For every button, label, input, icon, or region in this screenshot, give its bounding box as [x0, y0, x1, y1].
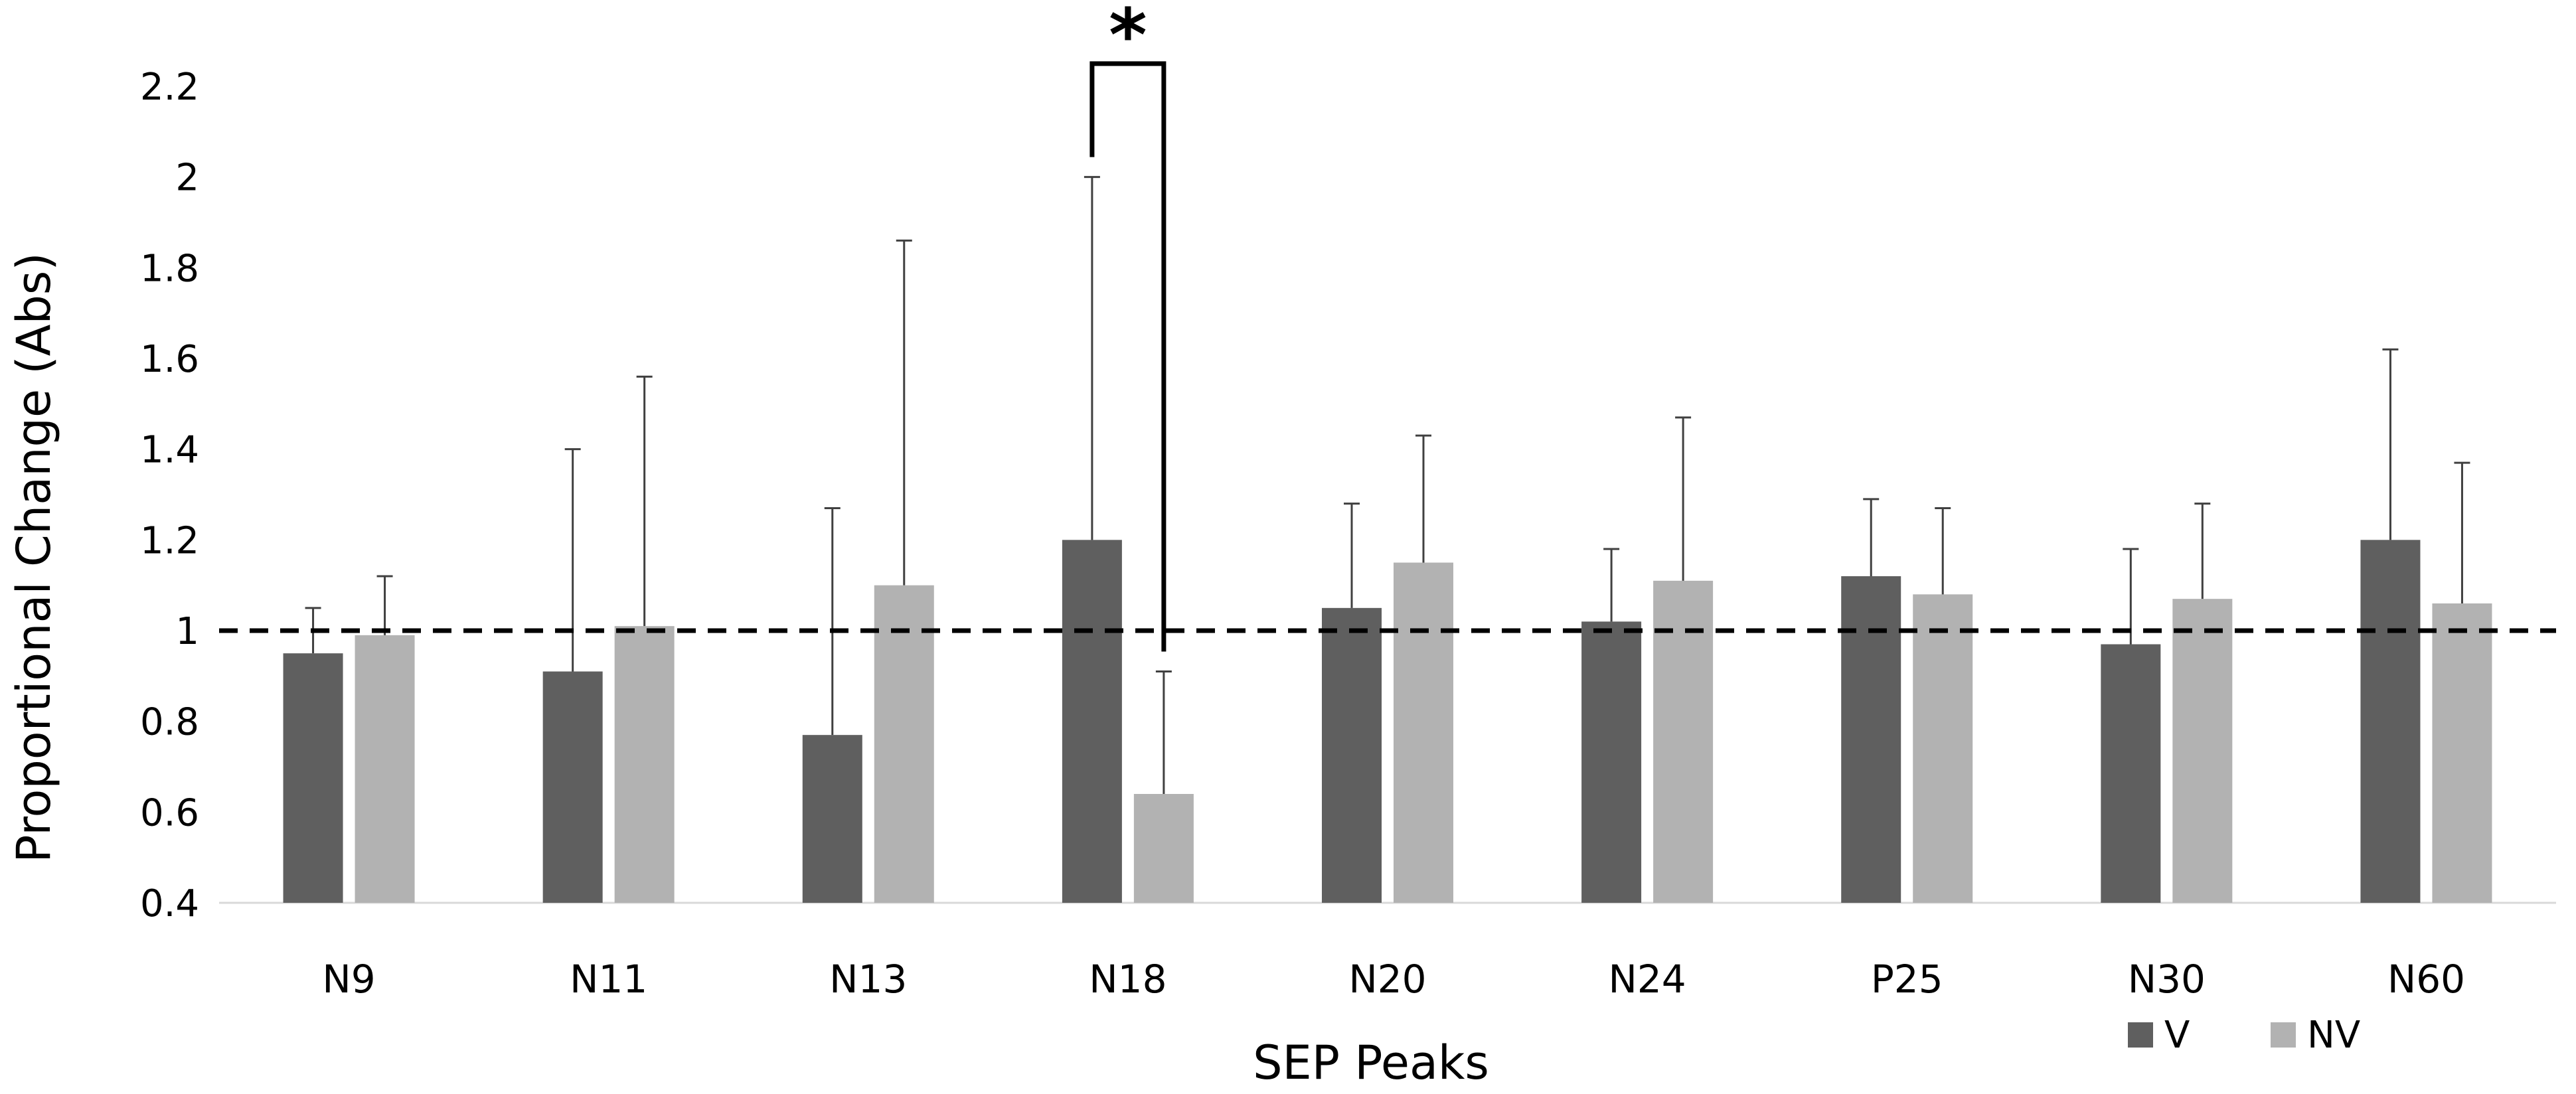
bar-v: [1841, 576, 1901, 903]
bar-v: [1322, 607, 1382, 903]
bar-v: [802, 735, 862, 903]
bar-v: [283, 653, 343, 903]
legend-label-nv: NV: [2307, 1014, 2360, 1057]
axes: 0.4 0.6 0.8 1 1.2 1.4 1.6 1.8 2 2.2 N9 N11 N13 N18 N20…: [140, 66, 2556, 1002]
y-tick-label: 1.6: [140, 338, 199, 381]
bar-v: [542, 671, 603, 903]
bar-v: [1581, 621, 1642, 903]
y-tick-label: 0.4: [140, 882, 199, 925]
x-tick-label: N30: [2128, 957, 2206, 1002]
legend-swatch-nv: [2271, 1022, 2296, 1048]
y-tick-label: 2.2: [140, 66, 199, 109]
legend-label-v: V: [2164, 1014, 2190, 1057]
bar-v: [1062, 540, 1122, 903]
x-tick-label: N24: [1609, 957, 1686, 1002]
bar-nv: [874, 585, 934, 903]
legend-swatch-v: [2128, 1022, 2153, 1048]
bar-nv: [614, 626, 675, 903]
x-tick-label: N9: [322, 957, 375, 1002]
x-tick-label: N60: [2387, 957, 2465, 1002]
y-tick-label: 0.8: [140, 701, 199, 744]
significance-bracket: [1089, 61, 1167, 652]
bar-nv: [2172, 599, 2233, 903]
bar-nv: [1133, 794, 1194, 903]
x-tick-label: P25: [1871, 957, 1943, 1002]
y-tick-label: 0.6: [140, 791, 199, 834]
y-tick-label: 1.8: [140, 247, 199, 290]
y-tick-label: 1.2: [140, 519, 199, 562]
y-tick-label: 1.4: [140, 429, 199, 472]
legend: V NV: [2128, 1014, 2360, 1057]
significance-star: *: [1109, 0, 1147, 78]
bar-nv: [355, 635, 415, 903]
bars: [283, 540, 2492, 903]
bar-v: [2360, 540, 2421, 903]
x-tick-label: N20: [1348, 957, 1426, 1002]
x-tick-label: N11: [570, 957, 647, 1002]
bar-nv: [1913, 594, 1973, 903]
x-tick-label: N18: [1089, 957, 1167, 1002]
bar-v: [2101, 644, 2161, 903]
error-bars: [305, 176, 2470, 794]
bar-nv: [1653, 580, 1714, 903]
annotations: *: [1089, 0, 1167, 652]
x-axis-title: SEP Peaks: [1253, 1036, 1489, 1090]
bar-nv: [2432, 603, 2492, 903]
y-tick-label: 1: [175, 610, 199, 653]
bar-nv: [1394, 562, 1453, 903]
y-axis-title: Proportional Change (Abs): [7, 252, 61, 862]
y-tick-label: 2: [175, 157, 199, 200]
x-tick-label: N13: [829, 957, 907, 1002]
